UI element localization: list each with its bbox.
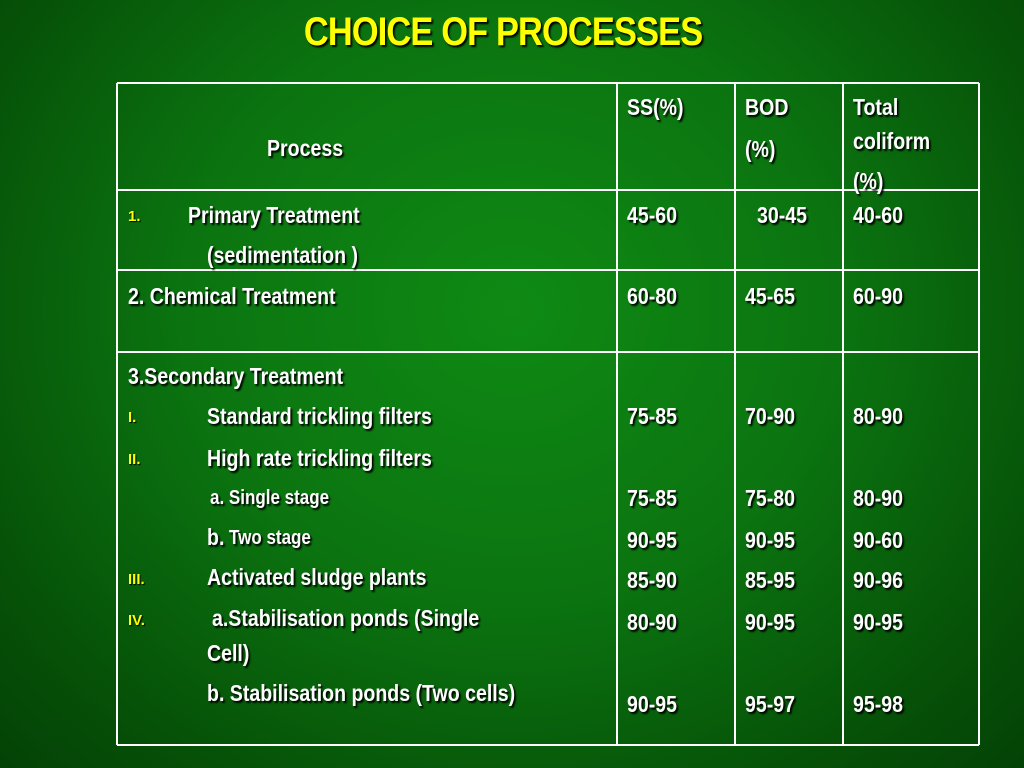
item-2b-bod: 90-95 [745, 527, 796, 553]
item-4b-coliform: 95-98 [853, 691, 904, 717]
item-2b-ss: 90-95 [627, 527, 678, 553]
item-4a-ss: 80-90 [627, 609, 678, 635]
item-3-number: III. [128, 571, 145, 588]
item-2a-coliform: 80-90 [853, 485, 904, 511]
item-2b-label: Two stage [229, 527, 311, 549]
header-coliform-line1: Total [853, 94, 899, 120]
item-4b-label: b. Stabilisation ponds (Two cells) [207, 680, 516, 706]
header-coliform-line2: coliform [853, 128, 931, 154]
item-1-bod: 70-90 [745, 403, 796, 429]
item-4b-bod: 95-97 [745, 691, 796, 717]
row-primary-sublabel: (sedimentation ) [207, 242, 358, 268]
row-primary-number: 1. [128, 208, 141, 225]
row-primary-label: Primary Treatment [188, 202, 360, 228]
item-1-ss: 75-85 [627, 403, 678, 429]
row-primary-bod: 30-45 [757, 202, 808, 228]
item-3-ss: 85-90 [627, 567, 678, 593]
slide-title: CHOICE OF PROCESSES [303, 10, 703, 54]
item-1-coliform: 80-90 [853, 403, 904, 429]
item-4b-ss: 90-95 [627, 691, 678, 717]
item-2-label: High rate trickling filters [207, 445, 432, 471]
header-process: Process [267, 135, 344, 161]
item-2a-ss: 75-85 [627, 485, 678, 511]
row-chemical-ss: 60-80 [627, 283, 678, 309]
row-secondary-label: 3.Secondary Treatment [128, 363, 344, 389]
item-3-coliform: 90-96 [853, 567, 904, 593]
item-3-label: Activated sludge plants [207, 564, 427, 590]
row-chemical-label: 2. Chemical Treatment [128, 283, 336, 309]
item-4a-label-cont: Cell) [207, 640, 250, 666]
item-4-number: IV. [128, 612, 145, 629]
item-2b-letter: b. [207, 524, 225, 550]
item-3-bod: 85-95 [745, 567, 796, 593]
header-ss: SS(%) [627, 94, 684, 120]
item-4a-bod: 90-95 [745, 609, 796, 635]
item-4a-coliform: 90-95 [853, 609, 904, 635]
item-2-number: II. [128, 451, 141, 468]
item-1-label: Standard trickling filters [207, 403, 432, 429]
item-2a-bod: 75-80 [745, 485, 796, 511]
header-bod-line2: (%) [745, 136, 776, 162]
row-primary-ss: 45-60 [627, 202, 678, 228]
item-4a-label: a.Stabilisation ponds (Single [212, 605, 480, 631]
item-1-number: I. [128, 409, 137, 426]
header-bod-line1: BOD [745, 94, 789, 120]
row-chemical-coliform: 60-90 [853, 283, 904, 309]
row-primary-coliform: 40-60 [853, 202, 904, 228]
row-chemical-bod: 45-65 [745, 283, 796, 309]
item-2b-coliform: 90-60 [853, 527, 904, 553]
header-coliform-line3: (%) [853, 168, 884, 194]
item-2a-label: a. Single stage [210, 487, 330, 509]
